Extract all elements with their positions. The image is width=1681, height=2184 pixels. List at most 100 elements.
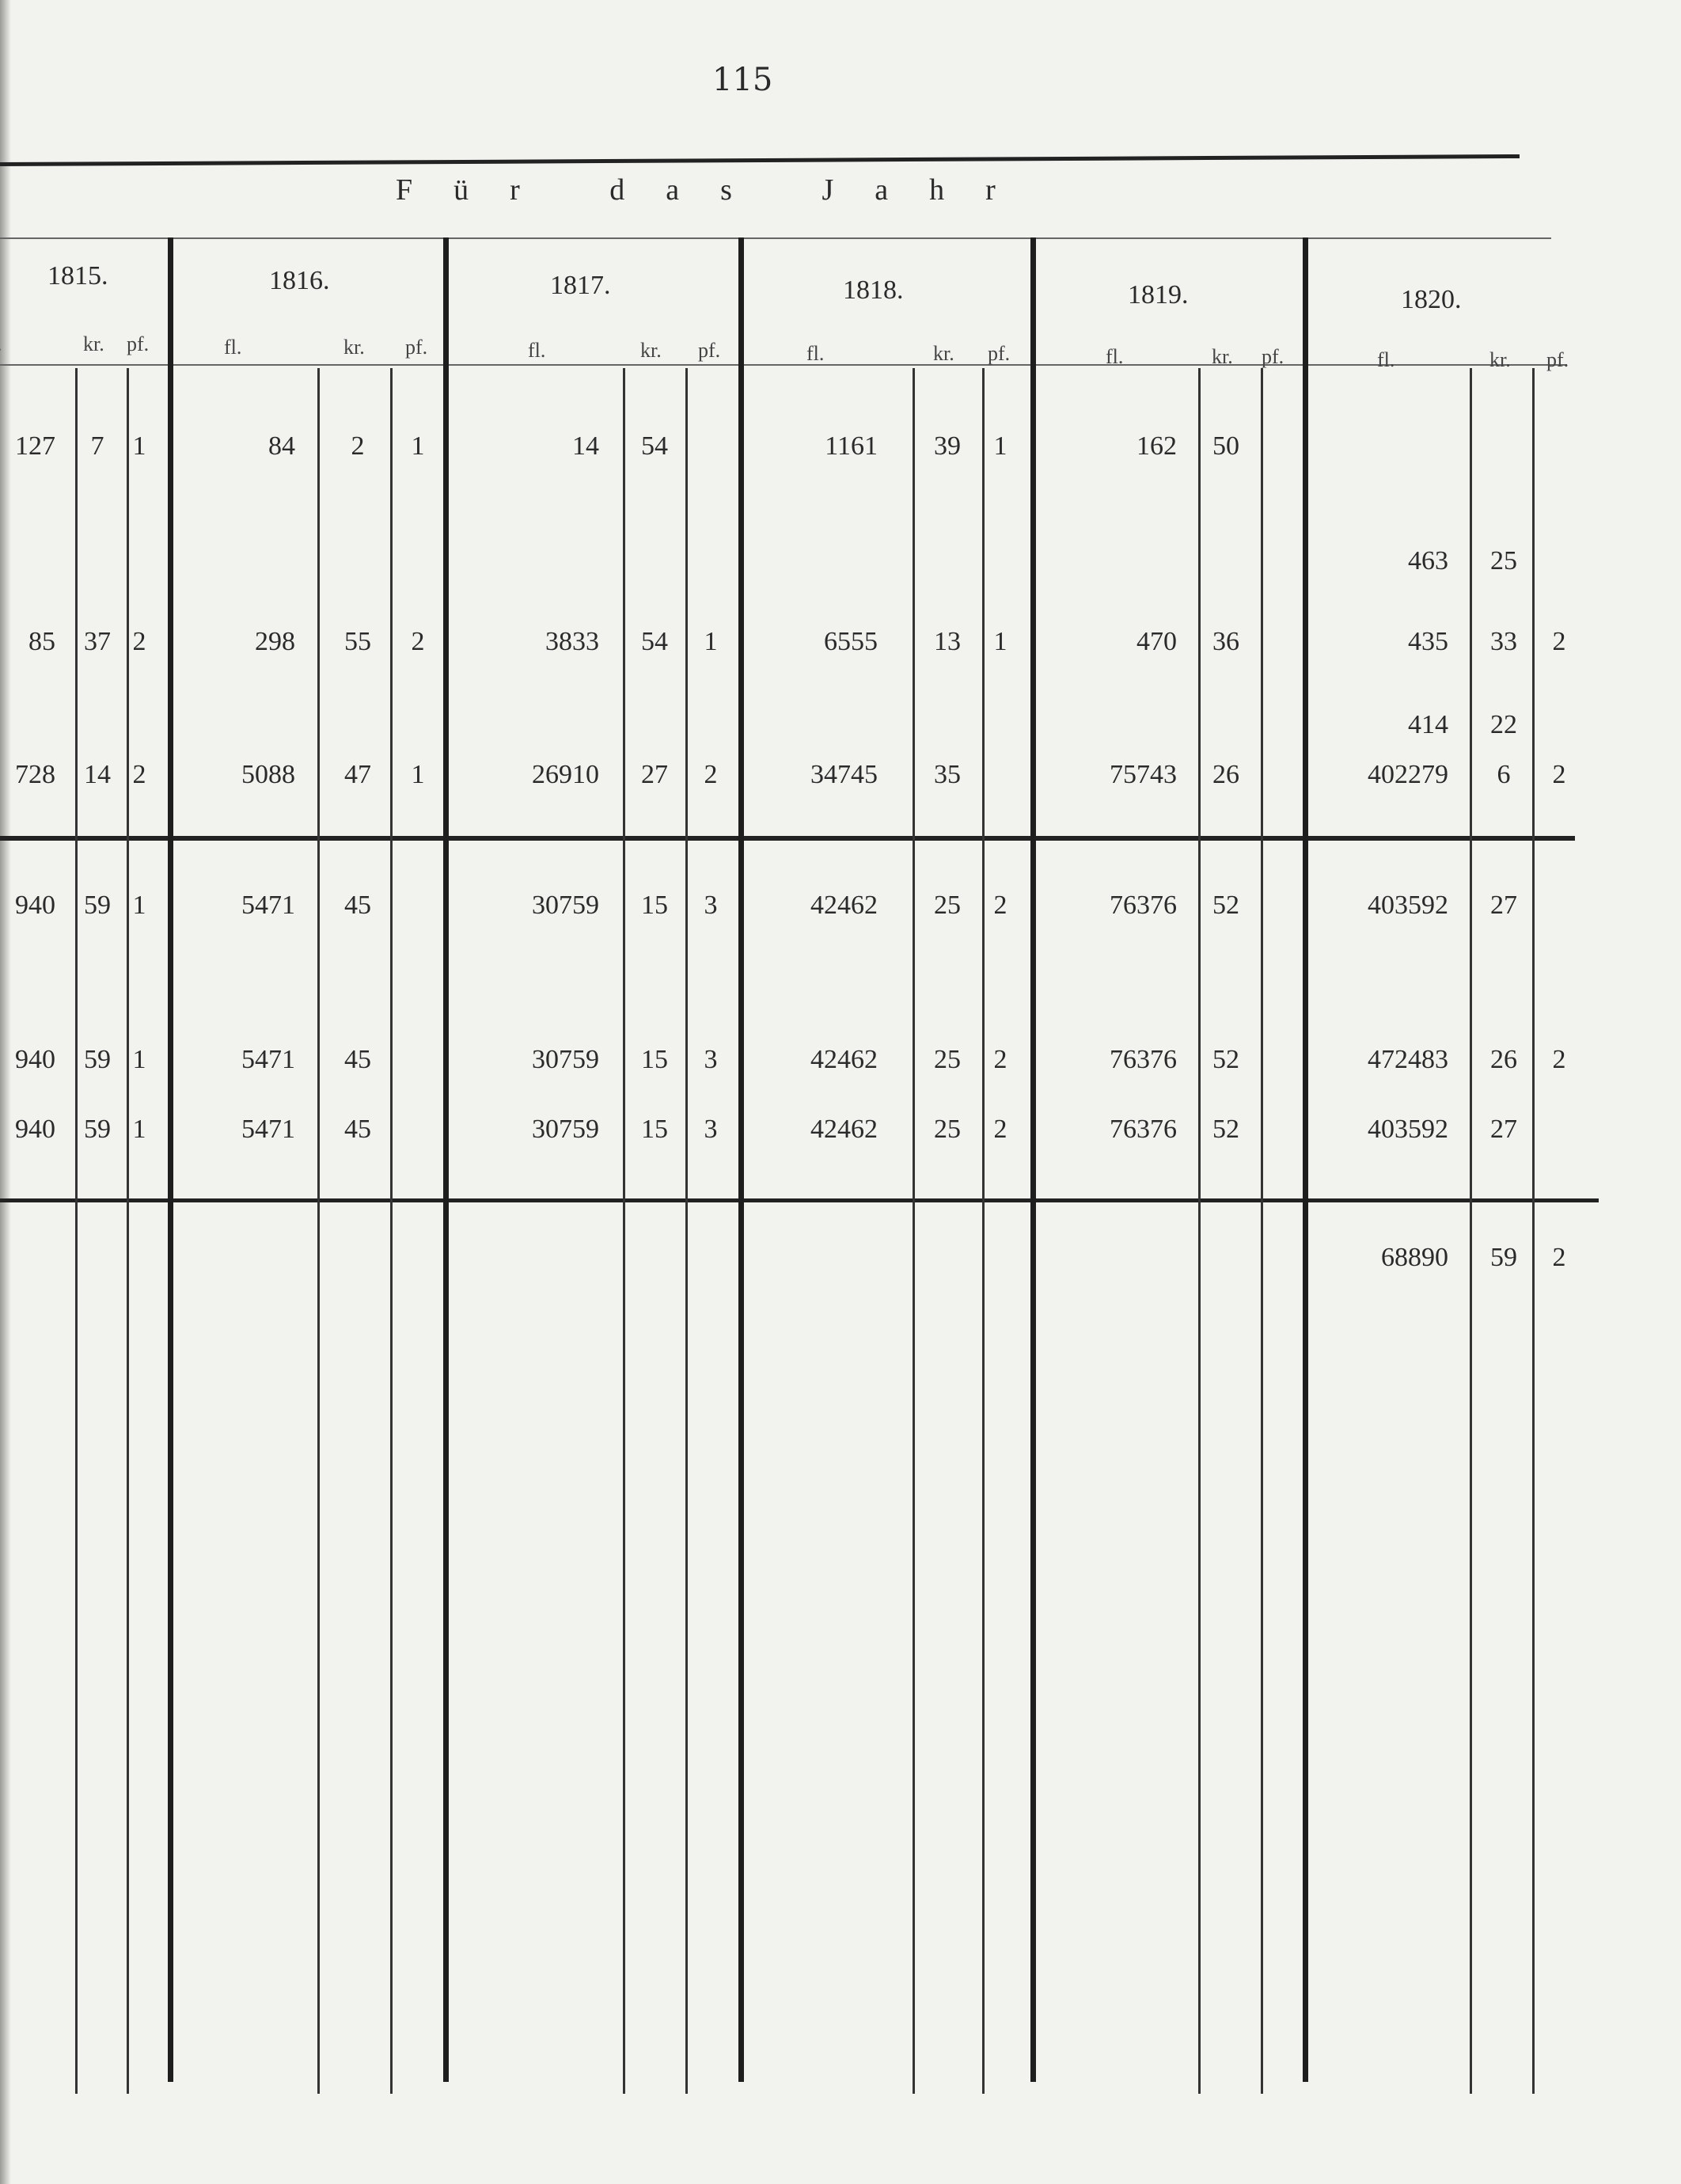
year-divider	[1030, 237, 1036, 2082]
unit-kr: kr.	[933, 342, 954, 365]
amount-fl: 75743	[1110, 760, 1177, 789]
amount-fl: 42462	[810, 1045, 878, 1074]
header-rule	[0, 237, 1551, 239]
amount-fl: 5471	[241, 891, 295, 920]
column-rule	[1532, 368, 1535, 2094]
amount-pf: 1	[704, 627, 718, 656]
year-header: 1819.	[1128, 280, 1189, 310]
unit-kr: kr.	[640, 339, 662, 362]
unit-pf: pf.	[698, 339, 721, 362]
amount-kr: 52	[1212, 1045, 1239, 1074]
amount-kr: 27	[1490, 891, 1517, 920]
year-header: 1816.	[269, 266, 330, 295]
year-divider	[443, 237, 449, 2082]
amount-kr: 45	[344, 891, 371, 920]
amount-pf: 1	[132, 891, 146, 920]
amount-pf: 1	[132, 1045, 146, 1074]
amount-fl: 463	[1408, 546, 1448, 575]
amount-fl: 402279	[1368, 760, 1448, 789]
amount-kr: 59	[1490, 1243, 1517, 1272]
subtotal-rule	[0, 836, 1575, 841]
amount-kr: 39	[934, 431, 961, 461]
amount-kr: 27	[641, 760, 668, 789]
amount-fl: 85	[28, 627, 55, 656]
amount-kr: 27	[1490, 1115, 1517, 1144]
unit-fl: fl.	[224, 336, 242, 359]
amount-pf: 2	[993, 1115, 1007, 1144]
amount-fl: 34745	[810, 760, 878, 789]
amount-pf: 3	[704, 1115, 718, 1144]
amount-kr: 47	[344, 760, 371, 789]
amount-fl: 26910	[532, 760, 599, 789]
year-divider	[1303, 237, 1308, 2082]
amount-pf: 1	[132, 1115, 146, 1144]
year-header: 1815.	[47, 261, 108, 291]
amount-pf: 2	[132, 760, 146, 789]
column-rule	[127, 368, 129, 2094]
amount-pf: 2	[1552, 760, 1566, 789]
amount-fl: 42462	[810, 891, 878, 920]
unit-pf: pf.	[988, 342, 1011, 365]
amount-kr: 37	[84, 627, 111, 656]
amount-fl: 5088	[241, 760, 295, 789]
amount-kr: 13	[934, 627, 961, 656]
year-header: 1820.	[1401, 285, 1462, 314]
unit-pf: pf.	[1546, 348, 1569, 371]
amount-pf: 1	[411, 431, 425, 461]
amount-kr: 14	[84, 760, 111, 789]
amount-fl: 403592	[1368, 891, 1448, 920]
amount-fl: 68890	[1381, 1243, 1448, 1272]
amount-pf: 3	[704, 1045, 718, 1074]
year-header: 1817.	[550, 271, 611, 300]
column-rule	[75, 368, 78, 2094]
amount-kr: 15	[641, 1045, 668, 1074]
amount-pf: 2	[993, 891, 1007, 920]
year-divider	[738, 237, 744, 2082]
amount-kr: 59	[84, 891, 111, 920]
page-number: 115	[712, 62, 773, 98]
amount-kr: 52	[1212, 1115, 1239, 1144]
column-rule	[623, 368, 625, 2094]
unit-fl: fl.	[806, 342, 825, 365]
amount-fl: 3833	[545, 627, 599, 656]
amount-fl: 5471	[241, 1115, 295, 1144]
amount-pf: 1	[411, 760, 425, 789]
amount-kr: 54	[641, 627, 668, 656]
amount-fl: 6555	[824, 627, 878, 656]
amount-pf: 2	[1552, 1045, 1566, 1074]
amount-fl: 472483	[1368, 1045, 1448, 1074]
page-edge-shadow	[0, 0, 11, 2184]
amount-kr: 59	[84, 1045, 111, 1074]
amount-fl: 728	[15, 760, 55, 789]
amount-kr: 22	[1490, 710, 1517, 739]
amount-pf: 2	[132, 627, 146, 656]
amount-kr: 36	[1212, 627, 1239, 656]
amount-fl: 162	[1136, 431, 1177, 461]
amount-kr: 25	[934, 1045, 961, 1074]
amount-kr: 6	[1497, 760, 1511, 789]
amount-kr: 54	[641, 431, 668, 461]
amount-fl: 470	[1136, 627, 1177, 656]
amount-fl: 5471	[241, 1045, 295, 1074]
amount-fl: 435	[1408, 627, 1448, 656]
amount-pf: 2	[704, 760, 718, 789]
amount-fl: 76376	[1110, 891, 1177, 920]
amount-pf: 2	[1552, 1243, 1566, 1272]
amount-kr: 15	[641, 891, 668, 920]
unit-pf: pf.	[405, 336, 428, 359]
unit-fl: fl.	[528, 339, 546, 362]
amount-fl: 414	[1408, 710, 1448, 739]
amount-fl: 403592	[1368, 1115, 1448, 1144]
amount-kr: 33	[1490, 627, 1517, 656]
amount-kr: 25	[934, 891, 961, 920]
top-rule	[0, 154, 1520, 167]
amount-fl: 42462	[810, 1115, 878, 1144]
column-rule	[982, 368, 985, 2094]
amount-kr: 55	[344, 627, 371, 656]
amount-pf: 1	[132, 431, 146, 461]
year-header: 1818.	[843, 275, 904, 305]
unit-kr: kr.	[1212, 345, 1233, 368]
unit-fl: fl.	[0, 332, 2, 356]
amount-fl: 940	[15, 1045, 55, 1074]
column-rule	[1470, 368, 1472, 2094]
